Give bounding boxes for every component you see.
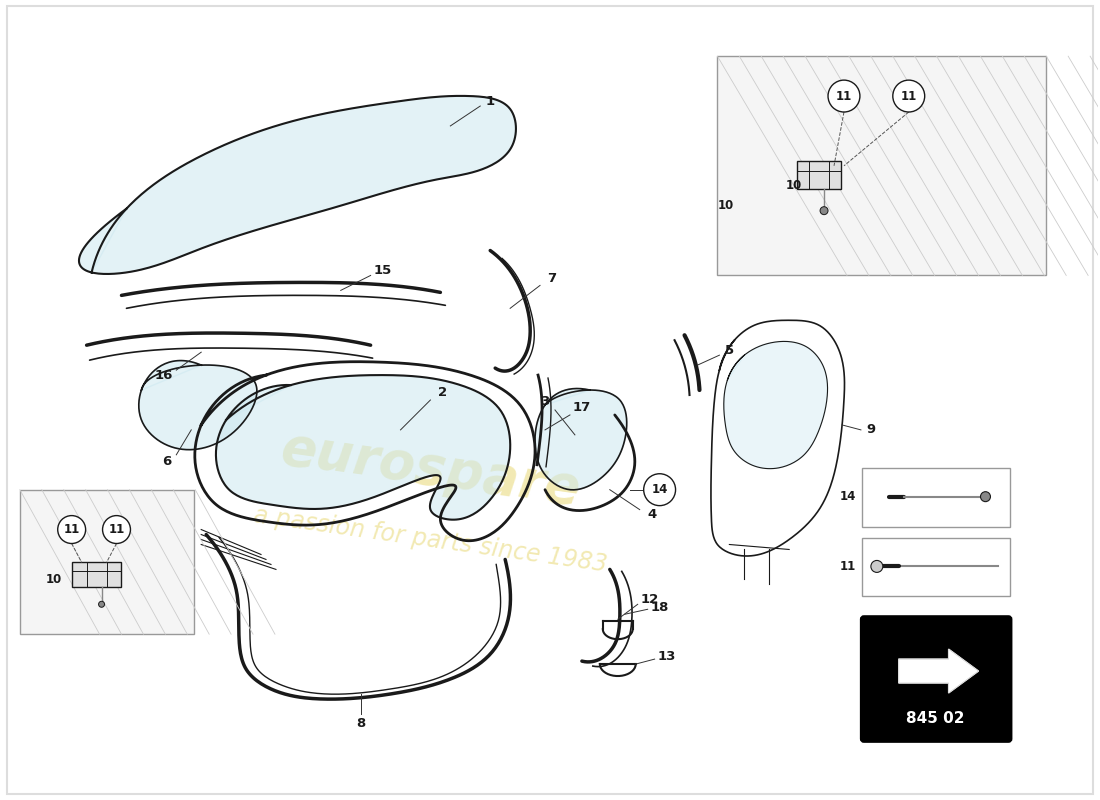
Text: 11: 11 [836, 90, 852, 102]
FancyBboxPatch shape [861, 616, 1011, 742]
Text: 12: 12 [640, 593, 659, 606]
Text: 8: 8 [356, 718, 365, 730]
Text: 6: 6 [162, 455, 170, 468]
Text: 845 02: 845 02 [906, 711, 965, 726]
Text: 10: 10 [717, 199, 734, 212]
Circle shape [893, 80, 925, 112]
Text: 11: 11 [901, 90, 917, 102]
Text: 13: 13 [658, 650, 675, 662]
Circle shape [644, 474, 675, 506]
Text: 4: 4 [647, 508, 657, 521]
Text: 15: 15 [374, 264, 392, 277]
Polygon shape [899, 649, 979, 693]
Text: 7: 7 [548, 272, 557, 285]
Text: 11: 11 [64, 523, 80, 536]
Text: 14: 14 [651, 483, 668, 496]
Polygon shape [724, 342, 827, 469]
Polygon shape [79, 96, 516, 274]
Text: 2: 2 [438, 386, 447, 398]
Text: 16: 16 [154, 369, 173, 382]
Text: a passion for parts since 1983: a passion for parts since 1983 [252, 502, 608, 576]
Polygon shape [216, 375, 510, 520]
Text: 5: 5 [725, 344, 734, 357]
FancyBboxPatch shape [72, 562, 121, 587]
Text: 9: 9 [867, 423, 876, 436]
FancyBboxPatch shape [862, 538, 1011, 596]
FancyBboxPatch shape [798, 161, 842, 189]
Circle shape [828, 80, 860, 112]
Text: 1: 1 [485, 94, 495, 107]
Polygon shape [139, 361, 257, 450]
FancyBboxPatch shape [862, 468, 1011, 526]
Text: eurospare: eurospare [277, 423, 584, 517]
Text: 17: 17 [573, 402, 591, 414]
Circle shape [871, 561, 883, 572]
Text: 11: 11 [839, 560, 856, 573]
Circle shape [57, 515, 86, 543]
Text: 10: 10 [786, 179, 802, 192]
Circle shape [980, 492, 990, 502]
Circle shape [821, 206, 828, 214]
Text: 11: 11 [109, 523, 124, 536]
Circle shape [102, 515, 131, 543]
Text: 10: 10 [45, 573, 62, 586]
Polygon shape [535, 389, 627, 490]
Text: 3: 3 [540, 395, 550, 409]
FancyBboxPatch shape [20, 490, 195, 634]
FancyBboxPatch shape [717, 56, 1046, 275]
Text: 14: 14 [839, 490, 856, 503]
Text: 18: 18 [650, 601, 669, 614]
Circle shape [99, 602, 104, 607]
